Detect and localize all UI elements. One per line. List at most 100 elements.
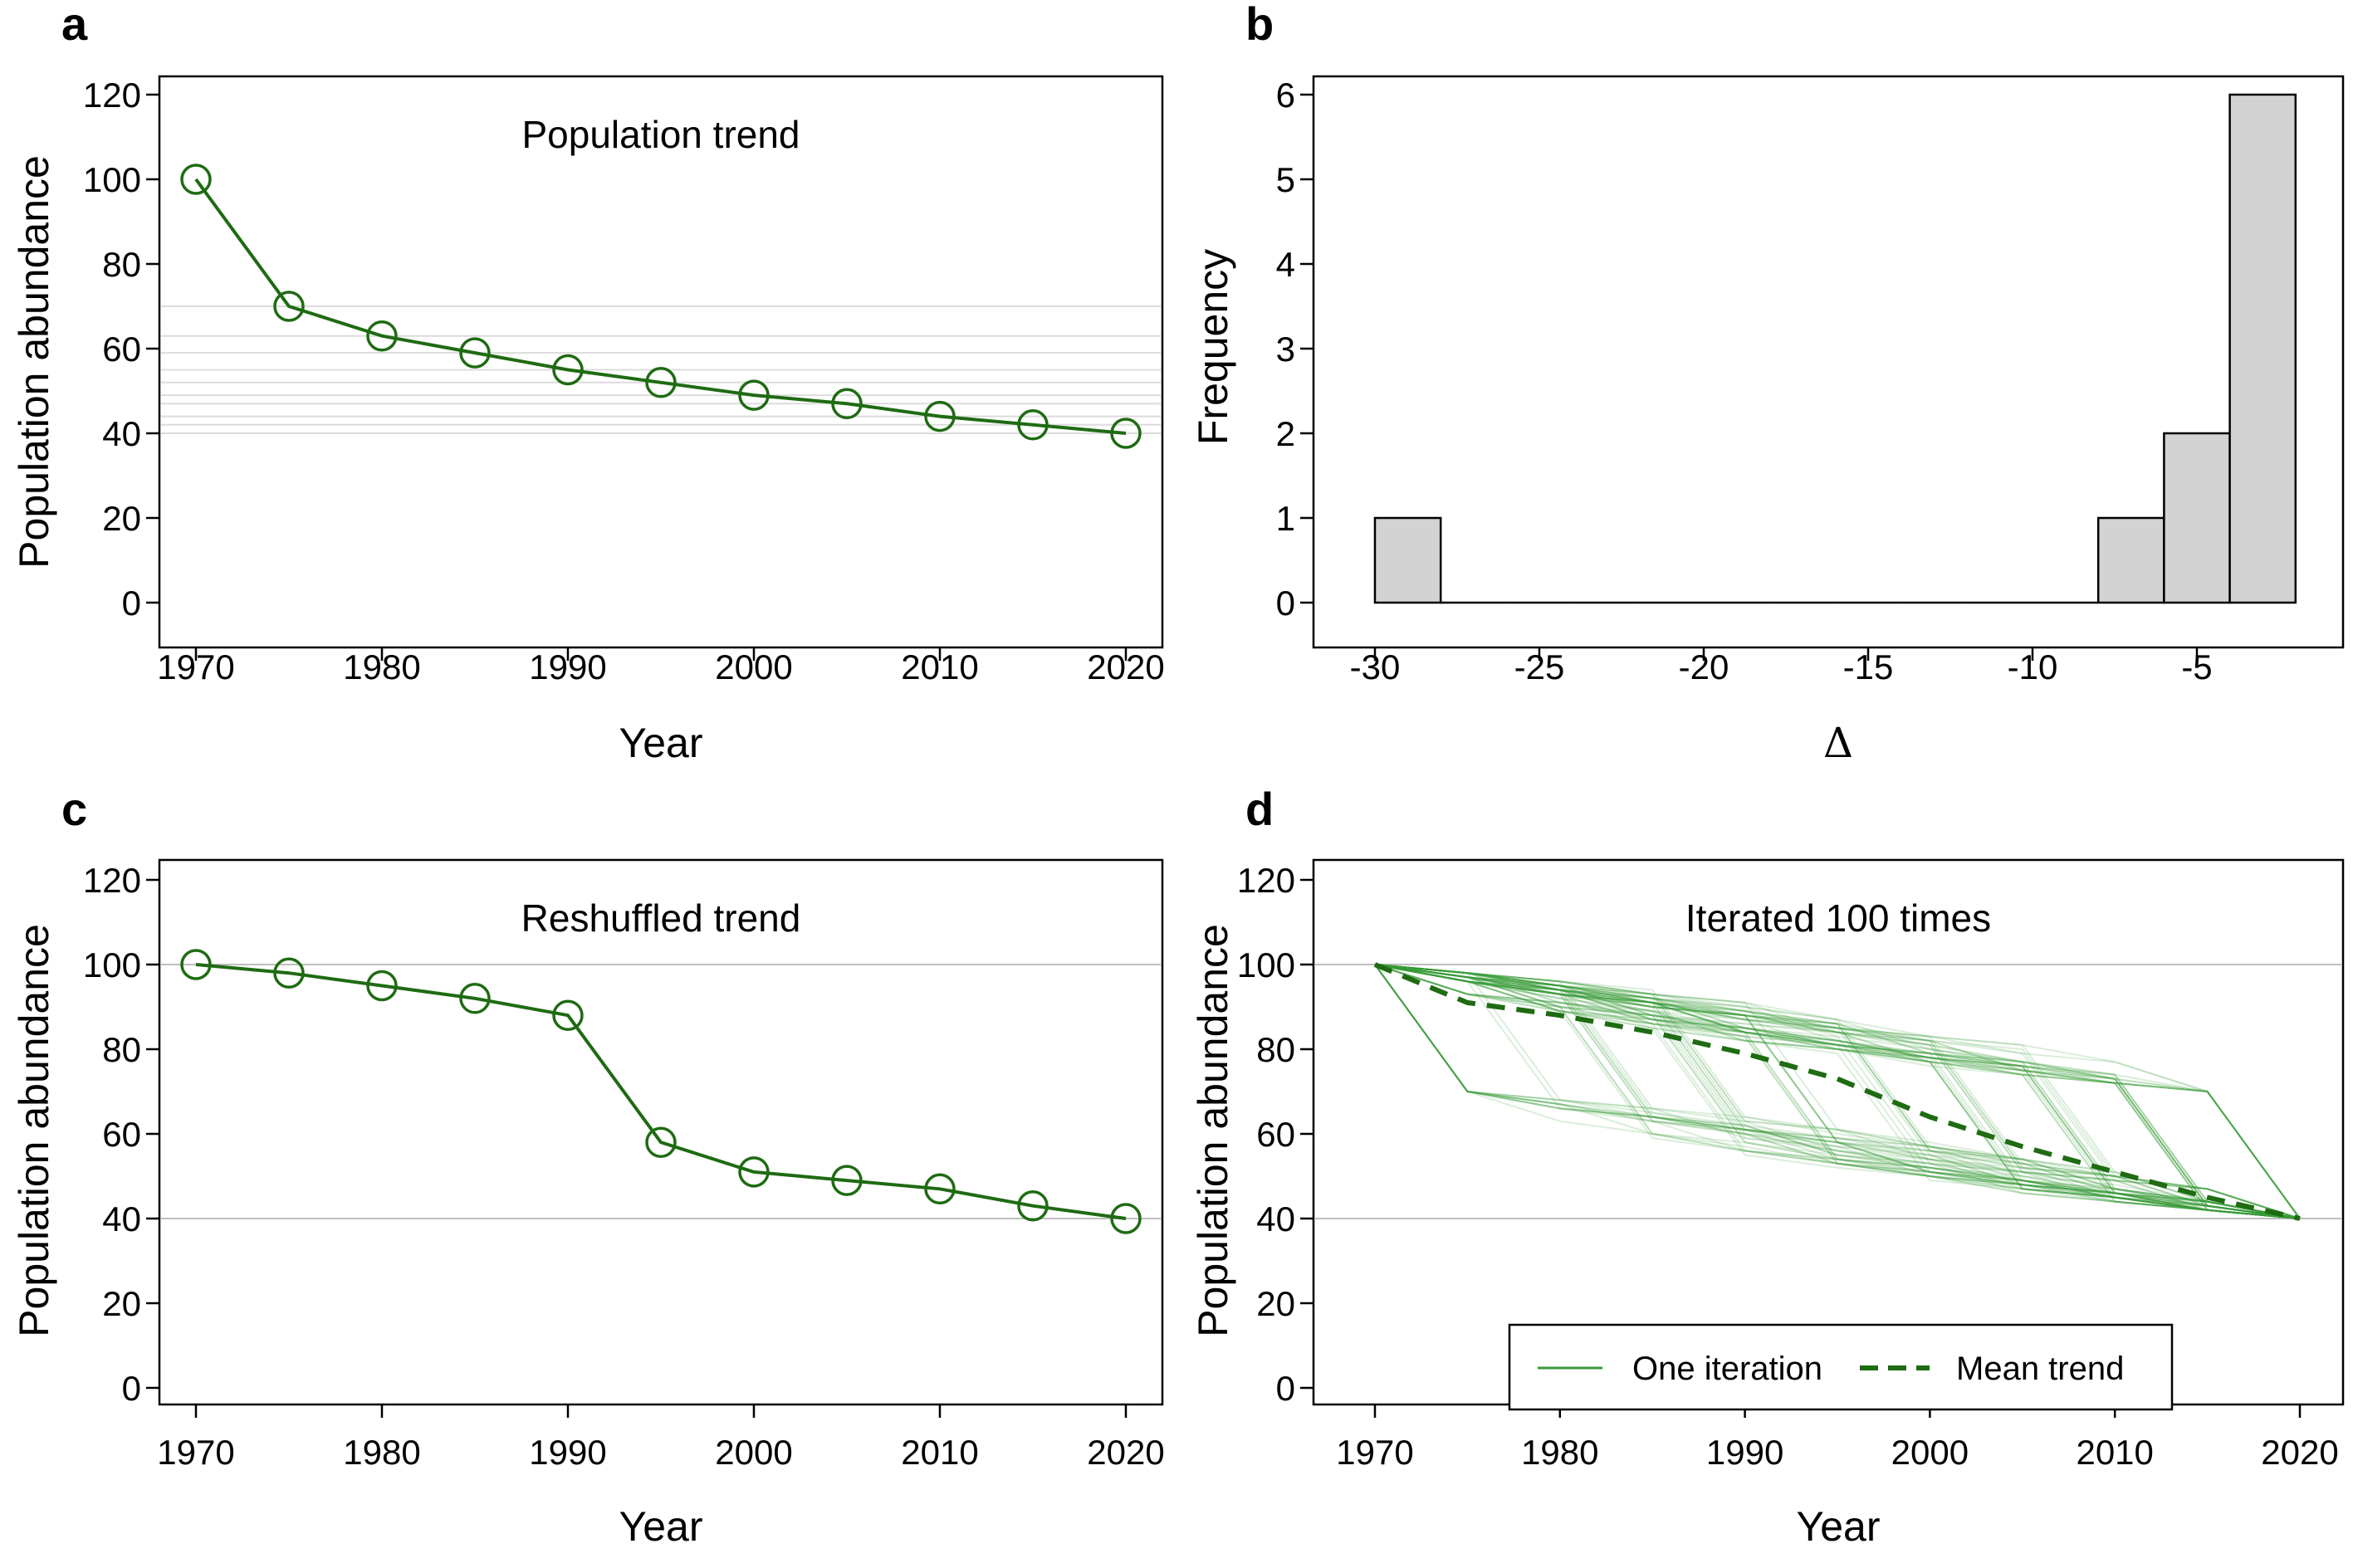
iteration-line <box>1374 964 2301 1219</box>
iteration-line <box>1374 964 2301 1219</box>
chart-title: Reshuffled trend <box>521 896 801 940</box>
iteration-line <box>1374 964 2301 1219</box>
iteration-line <box>1374 964 2301 1219</box>
y-tick-label: 4 <box>1276 245 1295 284</box>
iteration-line <box>1374 964 2301 1219</box>
x-tick-label: 2010 <box>901 1433 978 1472</box>
data-point <box>1110 1203 1142 1234</box>
iteration-line <box>1374 964 2301 1219</box>
x-tick-label: 2000 <box>1891 1433 1969 1472</box>
data-point <box>459 983 491 1014</box>
y-tick-label: 40 <box>102 414 141 453</box>
y-tick-label: 100 <box>83 160 141 199</box>
x-tick-label: 1990 <box>529 647 606 686</box>
iteration-line <box>1374 964 2301 1219</box>
iteration-line <box>1374 964 2301 1219</box>
reference-lines <box>1315 964 2341 1219</box>
reference-lines <box>161 964 1161 1219</box>
legend-label-mean-trend: Mean trend <box>1956 1351 2124 1387</box>
iteration-line <box>1374 964 2301 1219</box>
x-tick-label: 2020 <box>1087 647 1164 686</box>
iteration-line <box>1374 964 2301 1219</box>
iteration-line <box>1374 964 2301 1219</box>
y-axis-ticks: 0 20 40 60 80 100 120 <box>83 76 159 623</box>
iteration-line <box>1374 964 2301 1219</box>
histogram-bar <box>1373 516 1442 604</box>
y-tick-label: 1 <box>1276 499 1295 538</box>
x-tick-label: -25 <box>1514 647 1565 686</box>
iteration-line <box>1374 964 2301 1219</box>
iteration-line <box>1374 964 2301 1219</box>
x-axis-title: Year <box>619 720 702 766</box>
iteration-lines <box>1374 964 2301 1219</box>
iteration-line <box>1374 964 2301 1219</box>
x-tick-label: -30 <box>1350 647 1401 686</box>
iteration-line <box>1374 964 2301 1219</box>
iteration-line <box>1374 964 2301 1219</box>
iteration-line <box>1374 964 2301 1219</box>
iteration-line <box>1374 964 2301 1219</box>
iteration-line <box>1374 964 2301 1219</box>
panel-letter-d: d <box>1245 783 1274 835</box>
iteration-line <box>1374 964 2301 1219</box>
iteration-line <box>1374 964 2301 1219</box>
iteration-line <box>1374 964 2301 1219</box>
histogram-bars <box>1373 93 2297 604</box>
iteration-line <box>1374 964 2301 1219</box>
data-point <box>180 164 212 195</box>
iteration-line <box>1374 964 2301 1219</box>
iteration-line <box>1374 964 2301 1219</box>
y-tick-label: 5 <box>1276 160 1295 199</box>
iteration-line <box>1374 964 2301 1219</box>
iteration-line <box>1374 964 2301 1219</box>
iteration-line <box>1374 964 2301 1219</box>
iteration-line <box>1374 964 2301 1219</box>
x-axis-title: Year <box>1796 1503 1880 1550</box>
data-point <box>1110 418 1142 449</box>
iteration-line <box>1374 964 2301 1219</box>
iteration-line <box>1374 964 2301 1219</box>
data-point <box>831 388 863 420</box>
iteration-line <box>1374 964 2301 1219</box>
y-axis-ticks: 0 1 2 3 4 5 6 <box>1276 76 1313 623</box>
panel-b-delta-histogram: 0 1 2 3 4 5 6 -30 -25 -20 -15 -10 -5 Δ Frequency <box>1190 75 2345 767</box>
iteration-line <box>1374 964 2301 1219</box>
iteration-line <box>1374 964 2301 1219</box>
plot-frame <box>1312 75 2345 649</box>
iteration-line <box>1374 964 2301 1219</box>
x-tick-label: -5 <box>2181 647 2212 686</box>
data-points <box>180 949 1142 1234</box>
x-tick-label: 2000 <box>715 647 792 686</box>
iteration-line <box>1374 964 2301 1219</box>
y-tick-label: 80 <box>102 1030 141 1069</box>
iteration-line <box>1374 964 2301 1219</box>
iteration-line <box>1374 964 2301 1219</box>
panel-letter-a: a <box>61 0 88 50</box>
y-tick-label: 120 <box>1237 861 1295 900</box>
data-point <box>273 957 305 989</box>
x-axis-ticks: 1970 1980 1990 2000 2010 2020 <box>1336 1404 2339 1472</box>
data-point <box>552 999 584 1031</box>
iteration-line <box>1374 964 2301 1219</box>
iteration-line <box>1374 964 2301 1219</box>
data-point <box>1017 409 1049 441</box>
iteration-line <box>1374 964 2301 1219</box>
iteration-line <box>1374 964 2301 1219</box>
x-tick-label: 1970 <box>1336 1433 1413 1472</box>
plot-frame <box>158 858 1164 1406</box>
iteration-line <box>1374 964 2301 1219</box>
chart-title: Iterated 100 times <box>1685 896 1991 940</box>
iteration-line <box>1374 964 2301 1219</box>
iteration-line <box>1374 964 2301 1219</box>
iteration-line <box>1374 964 2301 1219</box>
iteration-line <box>1374 964 2301 1219</box>
y-tick-label: 3 <box>1276 330 1295 369</box>
x-tick-label: 2020 <box>2261 1433 2338 1472</box>
iteration-line <box>1374 964 2301 1219</box>
iteration-line <box>1374 964 2301 1219</box>
y-axis-title: Population abundance <box>11 155 57 569</box>
iteration-line <box>1374 964 2301 1219</box>
x-tick-label: 1980 <box>343 1433 420 1472</box>
data-point <box>459 337 491 369</box>
x-tick-label: 2000 <box>715 1433 792 1472</box>
